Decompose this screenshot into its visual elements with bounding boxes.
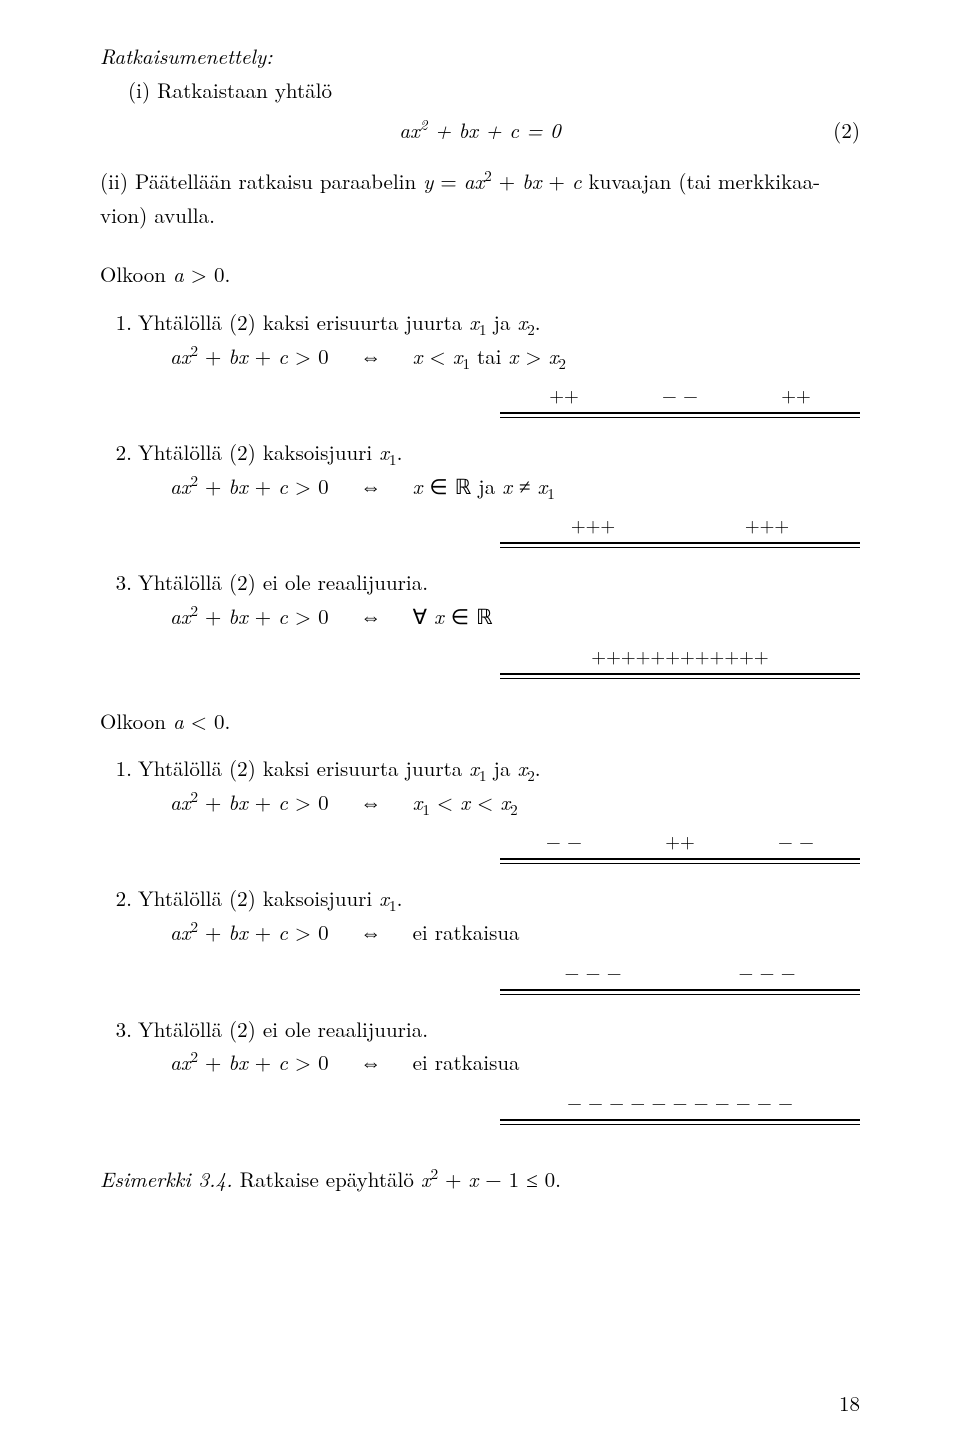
case-inequality: ax2 + bx + c > 0 ⇔ ei ratkaisua [170,1046,860,1080]
example-label: Esimerkki 3.4. [100,1164,233,1194]
sign-line: ++++++++++++ [500,642,860,679]
case-title: Yhtälöllä (2) kaksoisjuuri x1. [138,882,402,916]
step-ii-line2: vion) avulla. [100,199,860,233]
sign-segment: ++++++++++++ [500,642,860,671]
neg-case-2: 2. Yhtälöllä (2) kaksoisjuuri x1. ax2 + … [100,882,860,994]
sign-segment: ++ [738,381,854,408]
case-number: 3. [100,566,138,600]
neg-case-3: 3. Yhtälöllä (2) ei ole reaalijuuria. ax… [100,1013,860,1125]
case-inequality: ax2 + bx + c > 0 ⇔ x1 < x < x2 [170,786,860,820]
step-ii-line1: (ii) Päätellään ratkaisu paraabelin y = … [100,165,860,199]
olkoon-pos: Olkoon a > 0. [100,258,860,292]
case-number: 2. [100,436,138,470]
neg-case-1: 1. Yhtälöllä (2) kaksi erisuurta juurta … [100,752,860,864]
example: Esimerkki 3.4. Ratkaise epäyhtälö x2 + x… [100,1163,860,1197]
case-inequality: ax2 + bx + c > 0 ⇔ ∀ x ∈ ℝ [170,600,860,634]
sign-segment: − − − [506,958,680,985]
page-number: 18 [839,1388,860,1418]
step-i: (i) Ratkaistaan yhtälö [128,74,860,108]
case-title: Yhtälöllä (2) kaksi erisuurta juurta x1 … [138,306,541,340]
page: Ratkaisumenettely: (i) Ratkaistaan yhtäl… [0,0,960,1440]
sign-segment: − − [622,381,738,408]
pos-case-2: 2. Yhtälöllä (2) kaksoisjuuri x1. ax2 + … [100,436,860,548]
pos-case-3: 3. Yhtälöllä (2) ei ole reaalijuuria. ax… [100,566,860,678]
sign-segment: ++ [622,827,738,854]
case-inequality: ax2 + bx + c > 0 ⇔ x ∈ ℝ ja x ≠ x1 [170,470,860,504]
case-title: Yhtälöllä (2) ei ole reaalijuuria. [138,1013,428,1047]
case-inequality: ax2 + bx + c > 0 ⇔ x < x1 tai x > x2 [170,340,860,374]
sign-segment: − − [738,827,854,854]
example-text: Ratkaise epäyhtälö x2 + x − 1 ≤ 0. [240,1164,561,1194]
equation-tag: (2) [833,115,860,145]
sign-segment: − − − − − − − − − − − [500,1088,860,1117]
sign-line: − − − − − − [500,958,860,995]
main-equation: ax2 + bx + c = 0 (2) [100,115,860,145]
case-title: Yhtälöllä (2) kaksoisjuuri x1. [138,436,402,470]
sign-segment: − − [506,827,622,854]
sign-line: +++ +++ [500,511,860,548]
sign-line: ++ − − ++ [500,381,860,418]
sign-segment: − − − [680,958,854,985]
case-title: Yhtälöllä (2) kaksi erisuurta juurta x1 … [138,752,541,786]
pos-case-1: 1. Yhtälöllä (2) kaksi erisuurta juurta … [100,306,860,418]
case-number: 1. [100,752,138,786]
equation-text: ax2 + bx + c = 0 [399,115,560,145]
sign-line: − − − − − − − − − − − [500,1088,860,1125]
case-number: 3. [100,1013,138,1047]
sign-segment: ++ [506,381,622,408]
case-number: 2. [100,882,138,916]
section-title: Ratkaisumenettely: [100,40,860,74]
sign-segment: +++ [680,511,854,538]
sign-segment: +++ [506,511,680,538]
case-inequality: ax2 + bx + c > 0 ⇔ ei ratkaisua [170,916,860,950]
olkoon-neg: Olkoon a < 0. [100,705,860,739]
sign-line: − − ++ − − [500,827,860,864]
case-number: 1. [100,306,138,340]
case-title: Yhtälöllä (2) ei ole reaalijuuria. [138,566,428,600]
